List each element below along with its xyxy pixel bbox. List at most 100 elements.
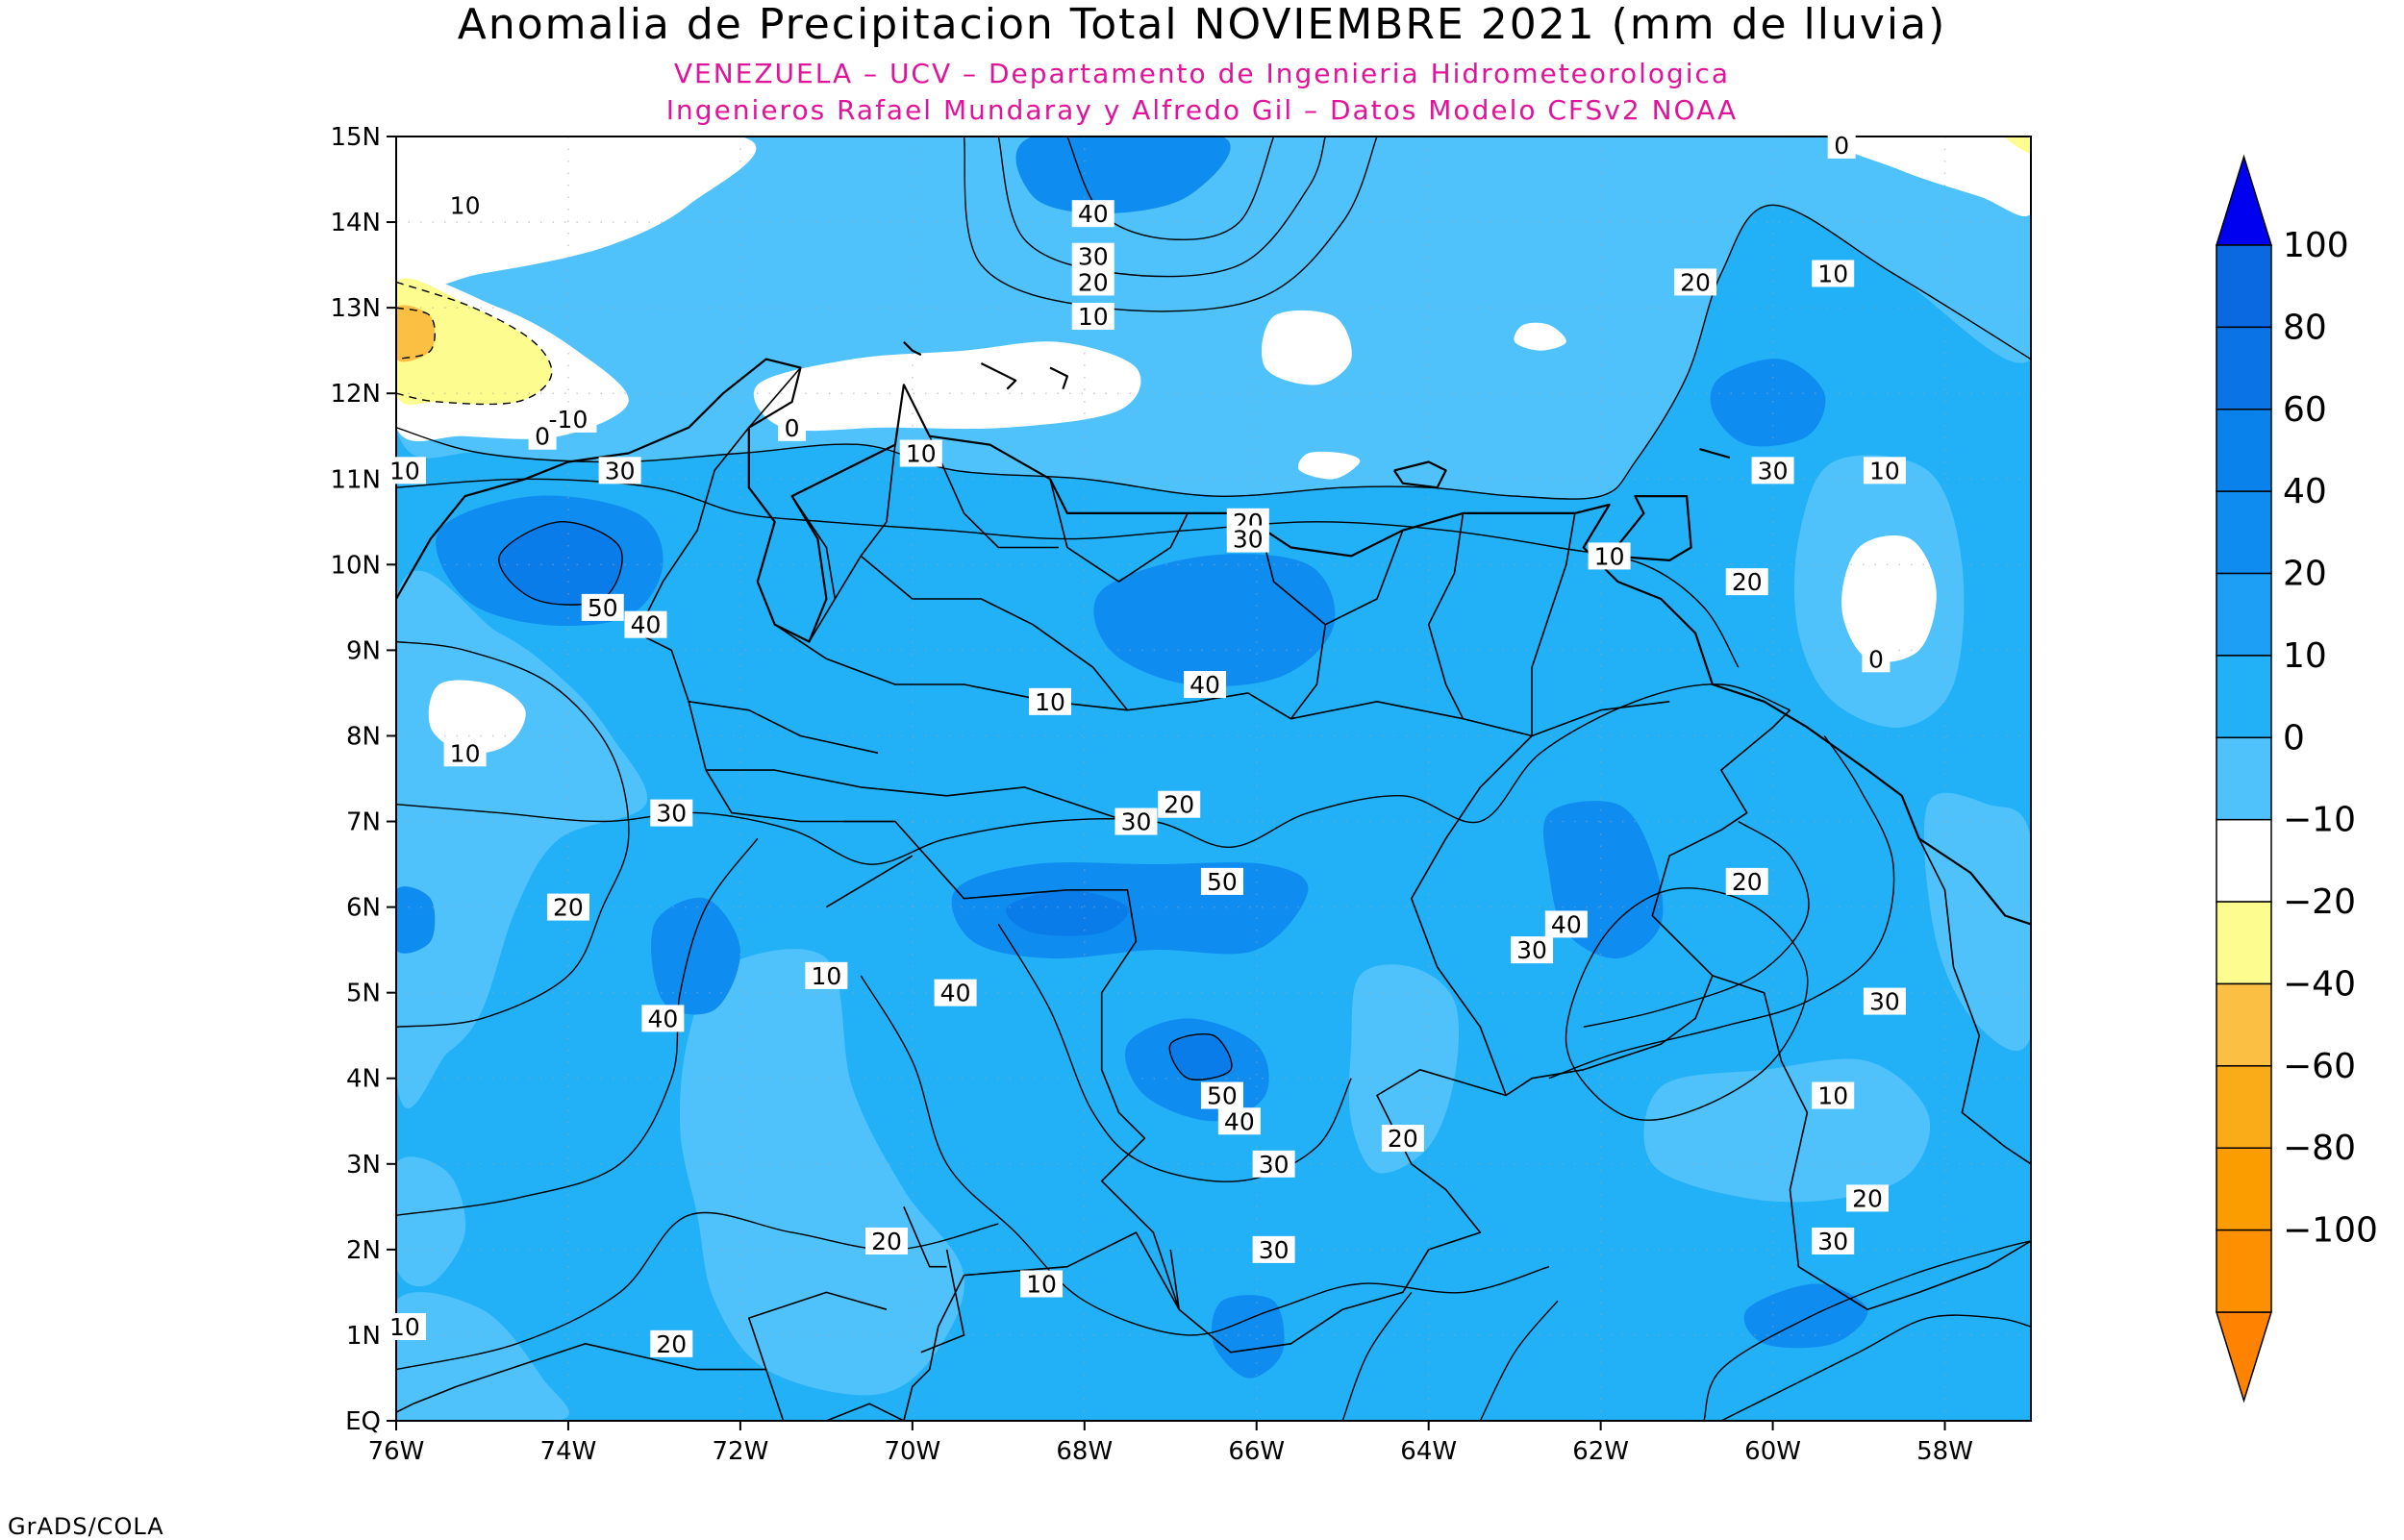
contour-label: 20 <box>1164 791 1194 819</box>
lat-tick-label: EQ <box>345 1407 381 1436</box>
legend-color-bin <box>2216 572 2272 657</box>
anomaly-shaded-region <box>1297 451 1361 480</box>
contour-label-box <box>598 457 641 484</box>
contour-label: 20 <box>1680 268 1711 296</box>
contour-line <box>1479 1300 1559 1421</box>
grads-credit: GrADS/COLA <box>8 1513 164 1540</box>
border-line <box>1427 512 1465 720</box>
contour-label: 30 <box>1259 1151 1290 1179</box>
lon-tick-label: 72W <box>712 1437 768 1466</box>
contour-label-box <box>1226 525 1269 553</box>
contour-label: 20 <box>553 894 584 922</box>
legend-color-bin <box>2216 818 2272 903</box>
contour-label-box <box>1071 303 1114 331</box>
contour-line <box>997 924 1352 1182</box>
contour-label: 40 <box>940 980 971 1007</box>
contour-label-box <box>1158 790 1201 818</box>
border-line <box>826 1403 905 1421</box>
border-line <box>964 1231 1180 1310</box>
coastline <box>1608 495 1692 561</box>
contour-label: 10 <box>906 440 937 468</box>
contour-label: 40 <box>1551 910 1582 938</box>
anomaly-shaded-region <box>753 341 1141 432</box>
contour-label-box <box>650 1329 693 1357</box>
contour-label: 40 <box>647 1005 678 1032</box>
contour-label: 10 <box>450 191 481 219</box>
anomaly-shaded-region <box>396 137 757 292</box>
border-line <box>1178 709 1791 1354</box>
legend-label: 60 <box>2283 390 2327 430</box>
anomaly-shaded-region <box>428 680 526 755</box>
contour-label-box <box>1071 200 1114 228</box>
contour-label-box <box>1725 568 1768 596</box>
legend-color-bin <box>2216 736 2272 821</box>
legend-top-arrow <box>2215 154 2273 246</box>
legend-color-bin <box>2216 982 2272 1067</box>
border-line <box>1531 512 1576 736</box>
contour-label-box <box>443 191 487 219</box>
lat-tick-label: 2N <box>346 1236 381 1265</box>
anomaly-shaded-region <box>396 1292 569 1421</box>
contour-label-box <box>1114 807 1158 835</box>
contour-line <box>1565 887 1809 1121</box>
contour-label-box <box>1812 1227 1855 1254</box>
contour-label: 30 <box>1817 1228 1848 1255</box>
contour-label-box <box>1071 268 1114 296</box>
lat-tick-label: 5N <box>346 980 381 1008</box>
border-line <box>1411 734 1533 1096</box>
contour-label: 30 <box>605 457 636 484</box>
contour-label: 40 <box>1224 1107 1255 1135</box>
contour-label-box <box>383 457 426 484</box>
anomaly-shaded-region <box>1828 137 2031 216</box>
anomaly-shaded-region <box>1015 137 1231 214</box>
lon-tick-label: 70W <box>884 1437 940 1466</box>
contour-label-box <box>1812 1081 1855 1109</box>
contour-label-box <box>1863 987 1906 1015</box>
contour-label: 30 <box>1259 1236 1290 1264</box>
contour-label-box <box>624 610 667 638</box>
anomaly-shaded-region <box>396 278 552 405</box>
map-plot-area <box>396 137 2031 1421</box>
border-line <box>1169 1249 1180 1310</box>
contour-label: 0 <box>535 423 550 451</box>
contour-label: 20 <box>1852 1184 1883 1212</box>
contour-label: 30 <box>1121 808 1152 836</box>
contour-label: 20 <box>871 1228 902 1255</box>
subtitle-line-1: VENEZUELA – UCV – Departamento de Ingeni… <box>673 58 1731 89</box>
anomaly-shaded-region <box>1348 964 1460 1174</box>
contour-label-box <box>1184 671 1227 699</box>
anomaly-shaded-region <box>1211 1295 1285 1379</box>
subtitle-line-2: Ingenieros Rafael Mundaray y Alfredo Gil… <box>665 94 1739 126</box>
contour-label-box <box>641 1005 685 1032</box>
anomaly-shaded-region <box>1923 792 2031 1051</box>
coastline <box>1049 366 1068 390</box>
anomaly-shaded-region <box>1093 554 1336 687</box>
lon-tick-label: 68W <box>1056 1437 1113 1466</box>
lat-tick-label: 4N <box>346 1065 381 1094</box>
legend-color-bin <box>2216 1147 2272 1231</box>
contour-line <box>396 204 2031 500</box>
contour-label-box <box>1588 542 1631 570</box>
coastline <box>1392 460 1447 489</box>
border-line <box>1917 837 2031 1165</box>
contour-label-box <box>934 979 977 1006</box>
lat-tick-label: 12N <box>330 380 381 409</box>
contour-label: 30 <box>1758 457 1789 484</box>
contour-label: 30 <box>656 800 687 828</box>
contour-label: 30 <box>1078 243 1109 271</box>
contour-line <box>1703 1240 2031 1421</box>
anomaly-shaded-region <box>2005 137 2031 154</box>
lat-tick-label: 3N <box>346 1151 381 1180</box>
contour-label-box <box>1252 1150 1295 1178</box>
lon-tick-label: 58W <box>1916 1437 1973 1466</box>
legend-color-bin <box>2216 1229 2272 1313</box>
map-axes: 76W 74W 72W 70W 68W 66W 64W 62W 60W 58W EQ 1N 2N 3N 4N… <box>330 123 1972 1466</box>
contour-label-box <box>899 439 942 467</box>
lat-tick-label: 7N <box>346 808 381 837</box>
coastline <box>1699 448 1731 460</box>
anomaly-shaded-region <box>396 305 436 362</box>
anomaly-shaded-region <box>498 521 623 606</box>
contour-label-box <box>1812 260 1855 287</box>
contour-line <box>498 521 623 606</box>
border-line <box>834 444 896 600</box>
